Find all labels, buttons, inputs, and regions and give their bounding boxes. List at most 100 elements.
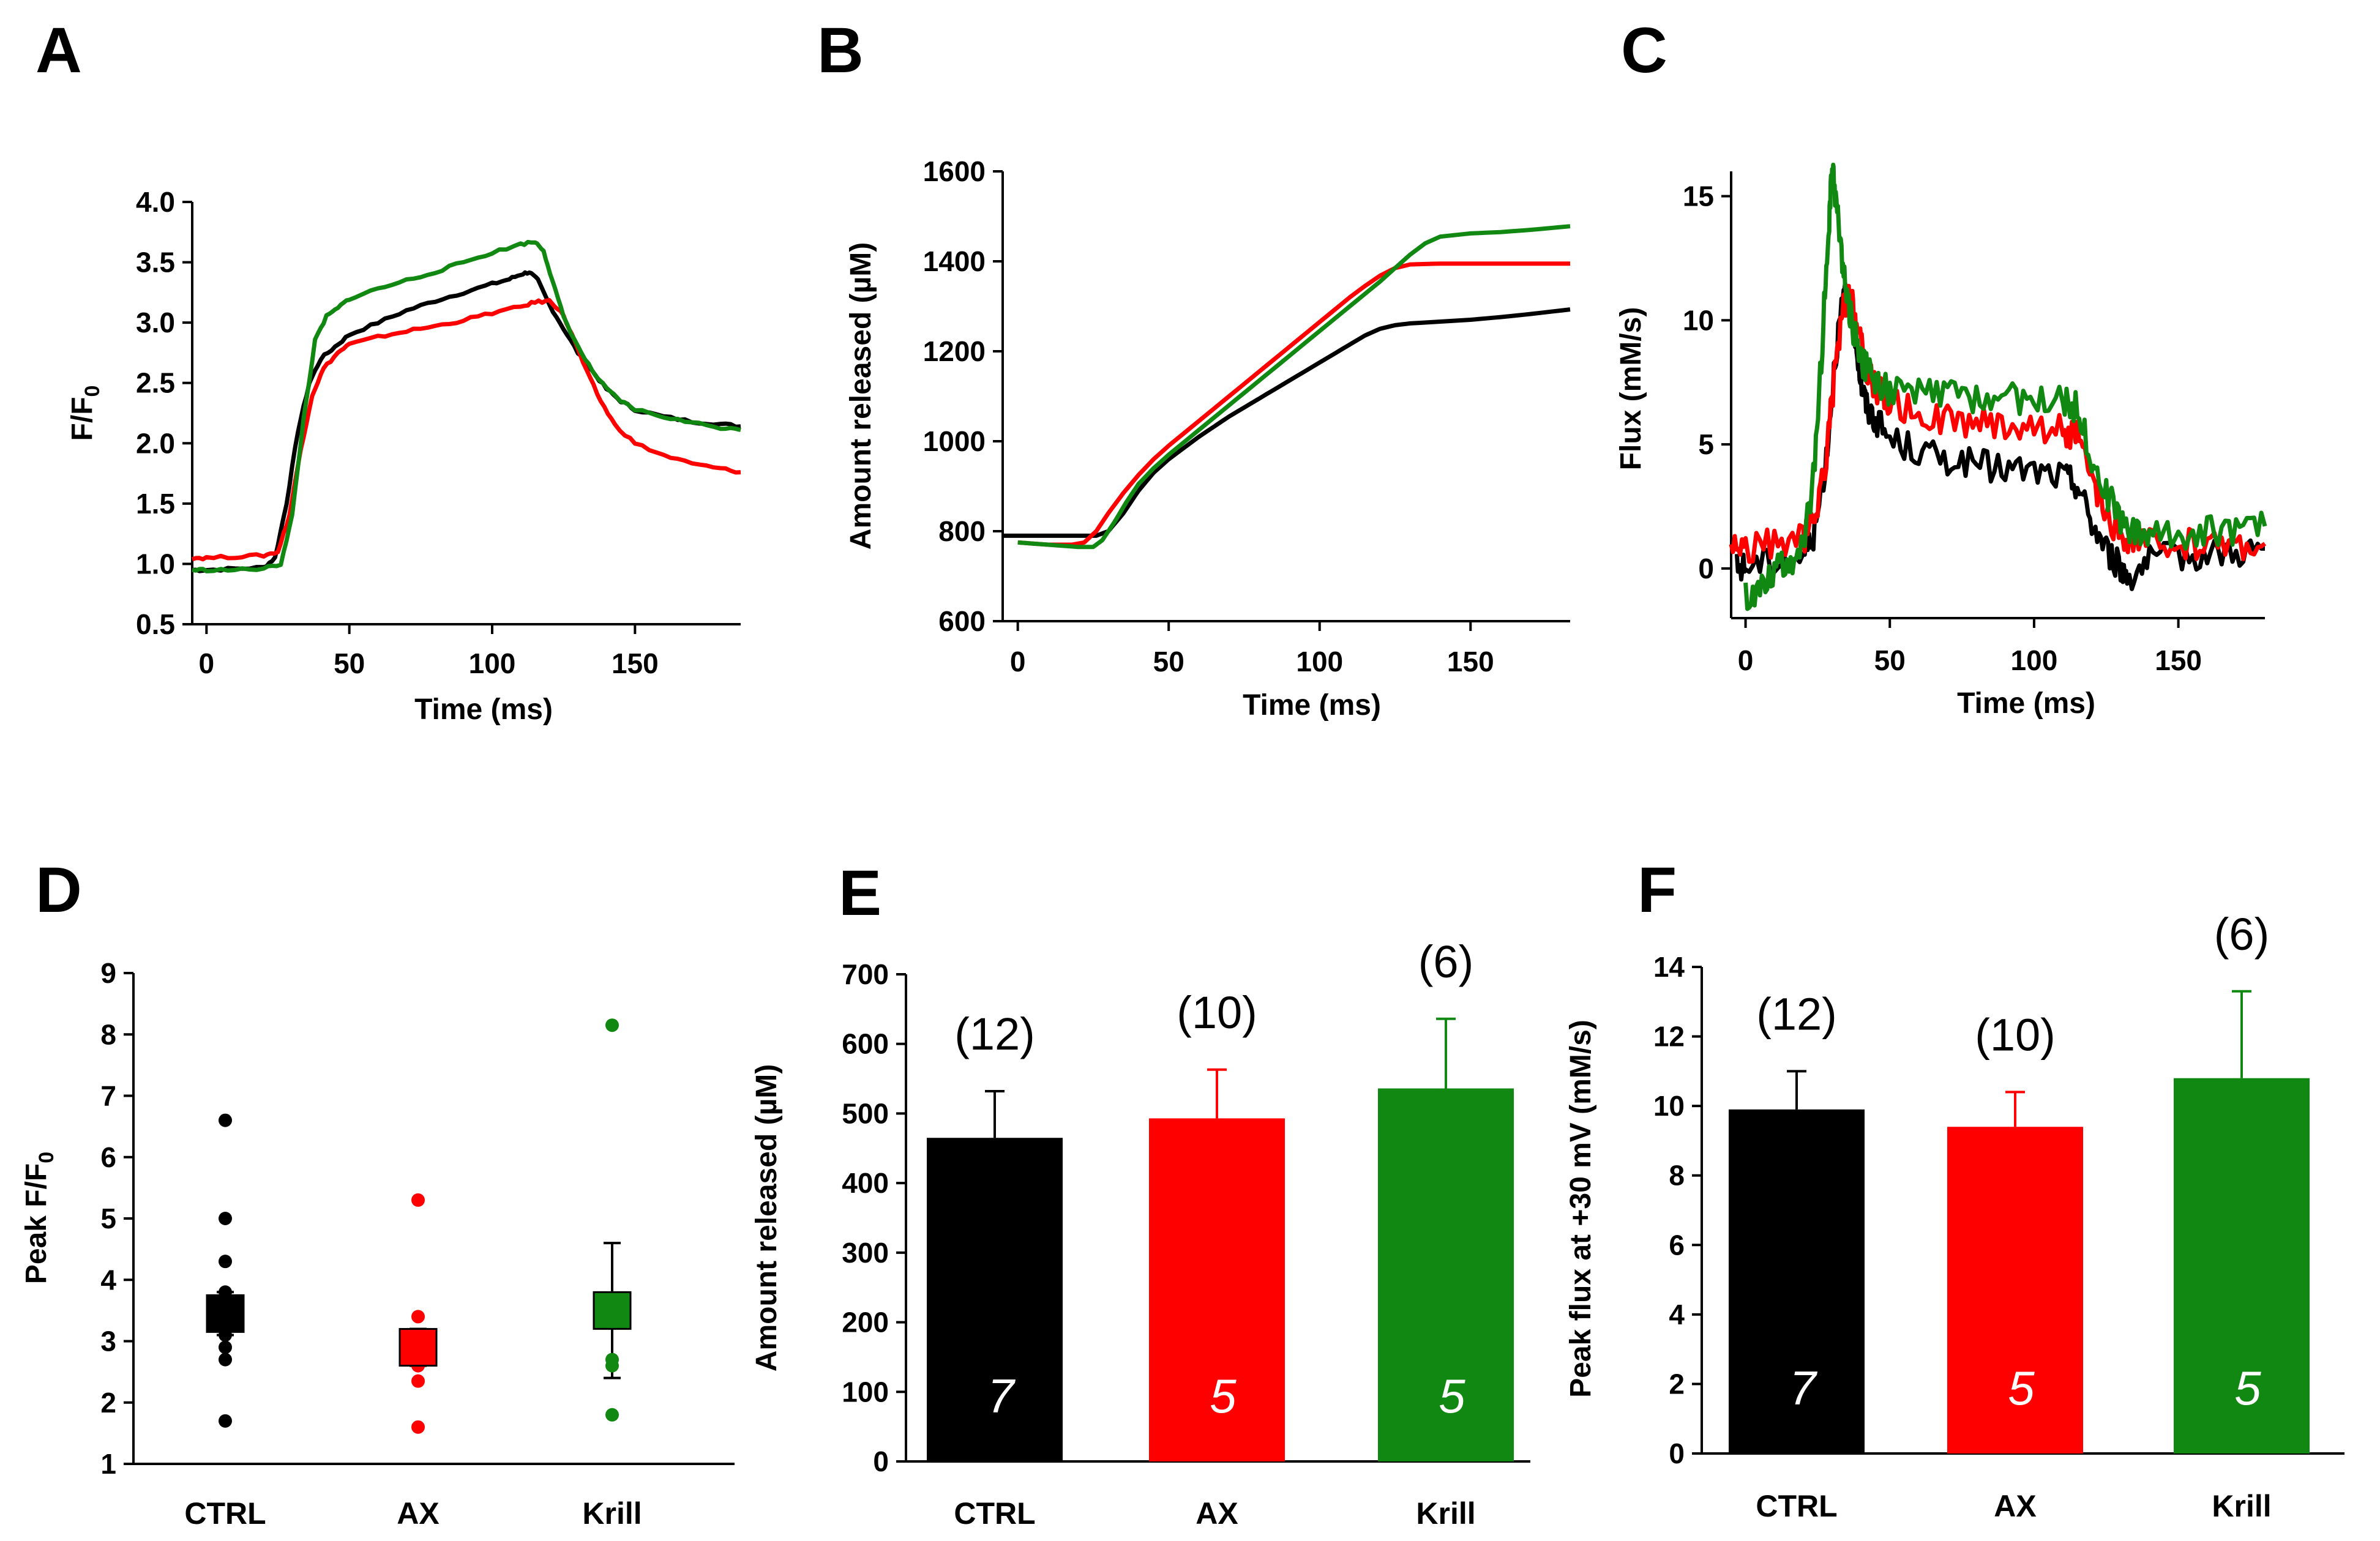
panel-d-ctrl-point [219, 1353, 232, 1367]
panel-d-ytick-label: 7 [100, 1080, 116, 1112]
panel-e-ctrl-animals-label: 7 [987, 1369, 1016, 1423]
panel-e-ytick-label: 600 [842, 1028, 889, 1060]
panel-a-label: A [36, 15, 82, 86]
panel-b-ytick-label: 1400 [923, 245, 986, 277]
panel-a-xlabel: Time (ms) [414, 693, 553, 726]
panel-e-label: E [839, 857, 881, 929]
panel-d-ax-point [411, 1374, 425, 1388]
panel-f-ytick-label: 0 [1669, 1438, 1685, 1469]
panel-e-ytick-label: 700 [842, 958, 889, 990]
panel-a-ytick-label: 3.5 [136, 247, 175, 278]
panel-f-ctrl-cells-label: (12) [1756, 988, 1837, 1039]
panel-d-ctrl-mean-marker [206, 1294, 245, 1333]
panel-e-ax-cells-label: (10) [1177, 987, 1257, 1038]
panel-b-ytick-label: 1200 [923, 335, 986, 367]
panel-a-xtick-label: 50 [334, 647, 365, 679]
panel-f-ax-bar [1947, 1127, 2083, 1453]
panel-e-ytick-label: 200 [842, 1307, 889, 1338]
panel-b-ytick-label: 1600 [923, 155, 986, 187]
panel-d-ax-point [411, 1193, 425, 1207]
panel-d-ylabel-sub: 0 [35, 1152, 58, 1163]
panel-d-category-label: CTRL [184, 1496, 266, 1531]
panel-d-ctrl-point [219, 1255, 232, 1269]
panel-c-xtick-label: 100 [2011, 644, 2058, 676]
panel-e-category-label: Krill [1416, 1496, 1475, 1531]
panel-b-xlabel: Time (ms) [1243, 689, 1381, 722]
panel-f-ctrl-animals-label: 7 [1789, 1361, 1817, 1415]
panel-b-series-ctrl [1003, 307, 1571, 538]
panel-e-category-label: CTRL [954, 1496, 1035, 1531]
panel-c-ytick-label: 5 [1698, 428, 1714, 460]
panel-d-ctrl-point [219, 1414, 232, 1428]
panel-e-ytick-label: 300 [842, 1237, 889, 1269]
panel-d-ctrl-point [219, 1113, 232, 1127]
panel-f-ytick-label: 2 [1669, 1368, 1685, 1400]
panel-b-label: B [817, 15, 864, 86]
panel-d-krill-point [605, 1408, 619, 1422]
panel-f-ytick-label: 14 [1653, 951, 1685, 983]
panel-f-category-label: Krill [2212, 1489, 2271, 1523]
panel-e-ctrl-bar [927, 1138, 1063, 1461]
panel-e-ytick-label: 400 [842, 1167, 889, 1199]
panel-f-label: F [1637, 854, 1677, 926]
panel-a: A 0.5 1.0 1.5 2.0 2.5 3.0 3.5 4.0 0 50 100 150 Tim… [36, 15, 741, 726]
panel-d-ax-point [411, 1310, 425, 1324]
panel-b-series-ax [1017, 261, 1570, 547]
panel-e-ctrl-cells-label: (12) [954, 1009, 1035, 1059]
panel-d-ylabel-main: Peak F/F [20, 1163, 53, 1284]
panel-b-ytick-label: 600 [938, 605, 986, 637]
panel-a-ytick-label: 1.5 [136, 488, 175, 520]
panel-d-ctrl-point [219, 1212, 232, 1225]
panel-b: B 600 800 1000 1200 1400 1600 0 50 100 150 Time … [817, 15, 1571, 722]
panel-f-ylabel: Peak flux at +30 mV (mM/s) [1565, 1020, 1597, 1398]
panel-f-krill-animals-label: 5 [2234, 1361, 2261, 1415]
panel-b-ytick-label: 800 [938, 515, 986, 547]
panel-f-ctrl-bar [1729, 1109, 1865, 1453]
panel-c-label: C [1621, 15, 1667, 86]
panel-f-ytick-label: 4 [1669, 1299, 1685, 1330]
panel-d-ytick-label: 1 [100, 1448, 116, 1480]
panel-a-ytick-label: 2.0 [136, 427, 175, 459]
panel-d-krill-point [605, 1359, 619, 1373]
panel-b-xtick-label: 0 [1010, 646, 1026, 677]
panel-f-ytick-label: 8 [1669, 1160, 1685, 1192]
panel-c-xtick-label: 0 [1738, 644, 1754, 676]
panel-a-xtick-label: 150 [612, 647, 659, 679]
panel-e-ax-animals-label: 5 [1210, 1369, 1237, 1423]
panel-d-ctrl-point [219, 1340, 232, 1354]
panel-f-ytick-label: 6 [1669, 1229, 1685, 1261]
panel-d-category-label: AX [397, 1496, 439, 1531]
panel-f-krill-bar [2174, 1078, 2310, 1453]
panel-e-ytick-label: 0 [873, 1446, 889, 1477]
panel-d: D 1 2 3 4 5 6 7 8 9 CTRL AX Krill Peak F/F0 [20, 854, 735, 1531]
panel-a-ytick-label: 1.0 [136, 548, 175, 580]
panel-f-krill-cells-label: (6) [2214, 909, 2269, 960]
panel-c-xtick-label: 50 [1874, 644, 1906, 676]
panel-f-category-label: AX [1994, 1489, 2036, 1523]
panel-d-ylabel: Peak F/F0 [20, 1152, 58, 1284]
panel-a-ytick-label: 4.0 [136, 186, 175, 218]
panel-f-ytick-label: 10 [1653, 1090, 1685, 1122]
panel-e-category-label: AX [1196, 1496, 1238, 1531]
panel-c-series-ax [1729, 283, 2267, 564]
panel-f-ax-cells-label: (10) [1975, 1009, 2056, 1060]
panel-d-krill-mean-marker [593, 1291, 632, 1330]
panel-b-xtick-label: 100 [1296, 646, 1343, 677]
panel-a-ylabel: F/F0 [66, 386, 104, 441]
panel-d-ytick-label: 3 [100, 1326, 116, 1357]
panel-e-ytick-label: 500 [842, 1097, 889, 1129]
panel-e-ylabel: Amount released (µM) [750, 1064, 783, 1371]
panel-a-ylabel-main: F/F [66, 397, 99, 441]
panel-d-ax-mean-marker [399, 1328, 438, 1367]
panel-c-ytick-label: 10 [1683, 304, 1714, 336]
panel-c-xlabel: Time (ms) [1957, 687, 2095, 720]
panel-f-category-label: CTRL [1756, 1489, 1837, 1523]
panel-c-xtick-label: 150 [2155, 644, 2202, 676]
panel-c-series-ctrl [1734, 281, 2265, 591]
panel-a-ytick-label: 0.5 [136, 608, 175, 640]
panel-b-xtick-label: 50 [1153, 646, 1184, 677]
panel-d-krill-point [605, 1018, 619, 1032]
panel-c-ylabel: Flux (mM/s) [1615, 307, 1647, 471]
